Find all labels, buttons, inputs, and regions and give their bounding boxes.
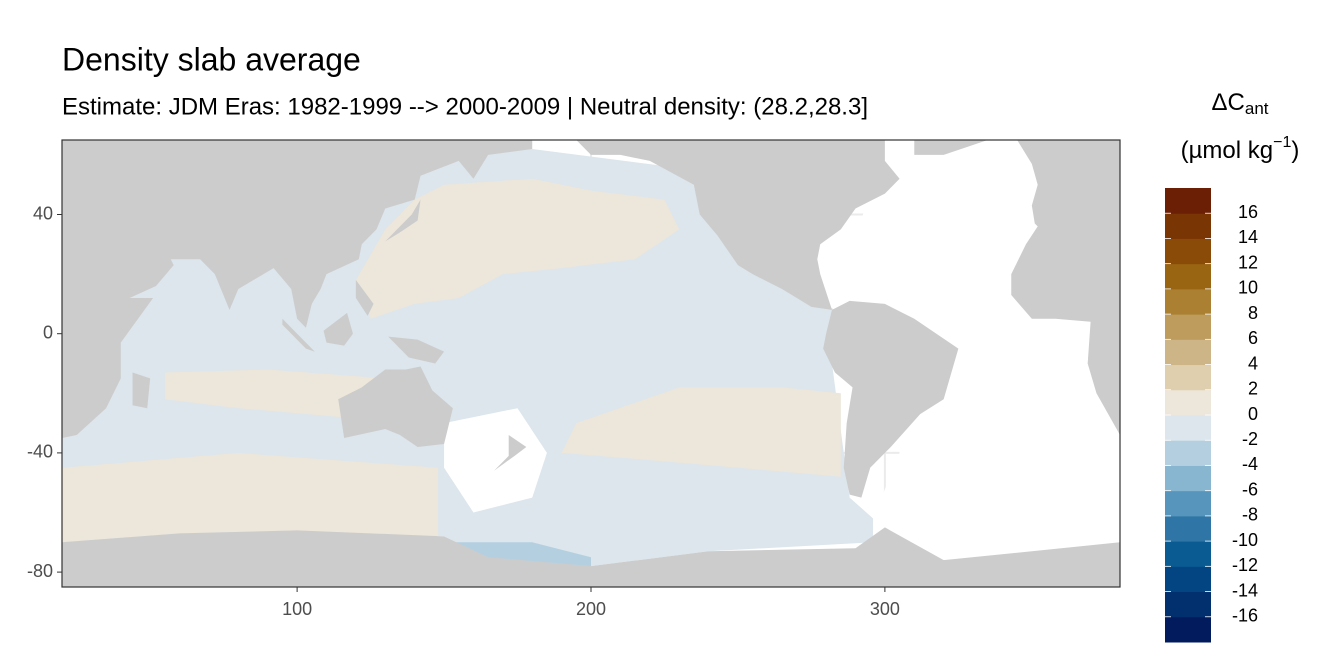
legend-swatch (1165, 541, 1211, 567)
y-tick-label: 40 (33, 203, 53, 223)
legend-label: 16 (1238, 202, 1258, 222)
y-tick-label: -40 (27, 442, 53, 462)
legend-label: -4 (1242, 454, 1258, 474)
legend-unit-close: ) (1291, 137, 1299, 164)
ocean-field (62, 452, 439, 543)
legend-unit-sup: −1 (1273, 134, 1291, 151)
chart-title: Density slab average (62, 41, 361, 77)
chart-subtitle: Estimate: JDM Eras: 1982-1999 --> 2000-2… (62, 93, 868, 120)
legend-swatch (1165, 213, 1211, 239)
land (282, 318, 315, 352)
legend-label: -6 (1242, 479, 1258, 499)
x-tick-label: 100 (282, 599, 312, 619)
legend-unit: (µmol kg−1) (1181, 134, 1300, 164)
legend-swatch (1165, 389, 1211, 416)
land (323, 312, 353, 346)
legend-title: ΔCant (1211, 89, 1268, 118)
land (385, 199, 421, 242)
legend-swatch (1165, 440, 1211, 466)
legend-swatch (1165, 188, 1211, 214)
legend-swatch (1165, 238, 1211, 265)
legend-swatch (1165, 515, 1211, 542)
legend-swatch (1165, 566, 1211, 593)
legend-label: -8 (1242, 505, 1258, 525)
land (1011, 140, 1120, 436)
legend-label: 14 (1238, 227, 1258, 247)
land (388, 336, 445, 364)
land (62, 527, 1120, 587)
legend-label: 6 (1248, 328, 1258, 348)
land (338, 366, 453, 447)
map-area (62, 140, 1120, 587)
y-tick-label: 0 (43, 322, 53, 342)
ocean-field (561, 387, 841, 477)
ocean-field (355, 178, 680, 319)
legend-label: -14 (1232, 580, 1258, 600)
legend-unit-main: (µmol kg (1181, 137, 1274, 164)
legend-label: 10 (1238, 278, 1258, 298)
legend-title-main: ΔC (1211, 89, 1244, 116)
legend-title-sub: ant (1245, 99, 1269, 118)
land (355, 280, 374, 316)
land (62, 140, 533, 438)
legend-label: 8 (1248, 303, 1258, 323)
legend-swatch (1165, 314, 1211, 340)
y-tick-label: -80 (27, 561, 53, 581)
land (532, 140, 900, 310)
legend-swatch (1165, 591, 1211, 618)
no-data (444, 408, 547, 513)
land (914, 140, 988, 155)
legend-swatch (1165, 288, 1211, 315)
legend-label: -12 (1232, 555, 1258, 575)
x-tick-label: 300 (870, 599, 900, 619)
legend-label: -10 (1232, 530, 1258, 550)
legend-label: 0 (1248, 404, 1258, 424)
legend-swatch (1165, 465, 1211, 492)
legend-swatch (1165, 263, 1211, 290)
legend-swatch (1165, 616, 1211, 643)
legend-swatch (1165, 490, 1211, 517)
legend-swatch (1165, 415, 1211, 441)
legend-label: 12 (1238, 252, 1258, 272)
land (132, 372, 151, 409)
legend-label: 2 (1248, 379, 1258, 399)
legend-swatch (1165, 364, 1211, 391)
legend-label: 4 (1248, 353, 1258, 373)
land (494, 435, 527, 471)
legend-label: -16 (1232, 606, 1258, 626)
x-tick-label: 200 (576, 599, 606, 619)
legend-label: -2 (1242, 429, 1258, 449)
legend-swatch (1165, 339, 1211, 366)
land (823, 300, 959, 498)
